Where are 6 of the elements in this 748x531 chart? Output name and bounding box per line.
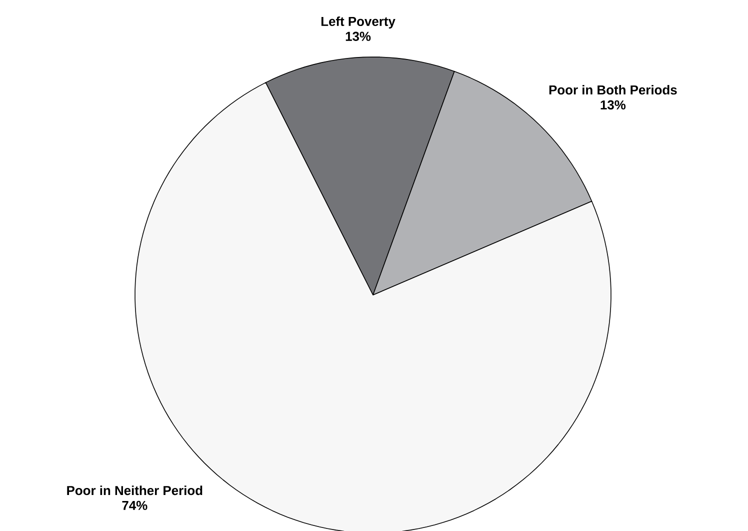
data-label: 74%: [122, 500, 148, 510]
slice-label: Poor in Both Periods: [549, 85, 677, 95]
data-label: 13%: [346, 32, 371, 41]
data-label: 13%: [600, 100, 626, 110]
slice-label: Left Poverty: [321, 16, 396, 29]
slice-label: Poor in Neither Period: [67, 486, 202, 496]
